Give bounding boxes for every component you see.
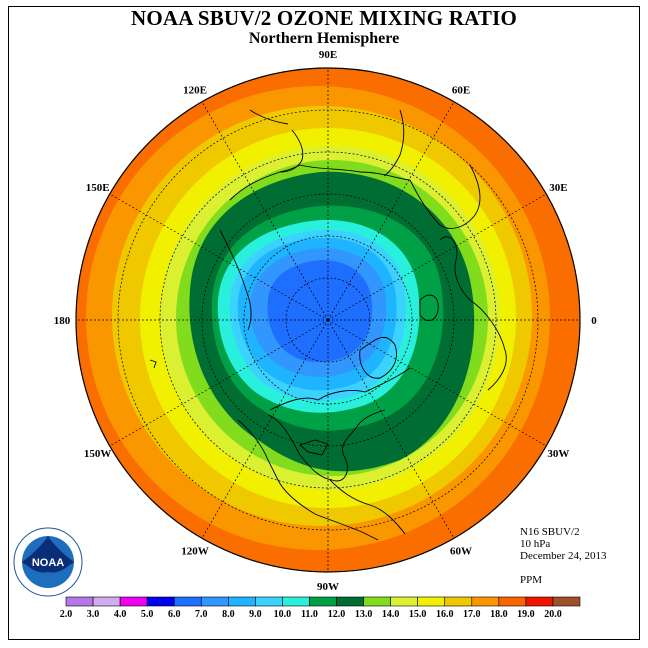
map-boundary	[75, 67, 581, 573]
longitude-label: 0	[591, 315, 597, 327]
coast-greenland	[359, 336, 397, 379]
longitude-label: 120W	[181, 545, 209, 557]
colorbar-swatch	[200, 596, 229, 607]
meridian-line	[201, 319, 329, 539]
colorbar-label: 3.0	[87, 609, 100, 620]
coast-siberia-west	[409, 164, 481, 229]
longitude-label: 180	[54, 315, 71, 327]
colorbar: 2.0 3.0 4.0 5.0 6.0 7.0 8.0 9.0 10.0 11.0 12.0 13.0…	[60, 596, 581, 620]
colorbar-swatch	[390, 596, 418, 607]
longitude-label: 60E	[452, 85, 470, 97]
colorbar-swatch	[471, 596, 500, 607]
colorbar-label: 7.0	[195, 609, 208, 620]
colorbar-label: 2.0	[60, 609, 73, 620]
colorbar-label: 17.0	[463, 609, 481, 620]
colorbar-swatch	[228, 596, 256, 607]
longitude-label: 150E	[86, 182, 110, 194]
coast-scandinavia	[439, 236, 471, 301]
colorbar-label: 4.0	[114, 609, 127, 620]
info-date: December 24, 2013	[520, 550, 607, 562]
info-units: PPM	[520, 574, 543, 586]
longitude-label: 120E	[183, 85, 207, 97]
coast-hawaii	[149, 359, 157, 369]
colorbar-swatch	[146, 596, 175, 607]
latitude-circle	[201, 193, 455, 447]
colorbar-swatch	[498, 596, 527, 607]
colorbar-swatch	[363, 596, 391, 607]
page-title: NOAA SBUV/2 OZONE MIXING RATIO	[131, 6, 517, 30]
noaa-logo: NOAA	[13, 527, 83, 597]
coast-arctic-canada	[269, 367, 411, 411]
colorbar-swatch	[417, 596, 446, 607]
latitude-circle	[243, 235, 413, 405]
colorbar-swatch	[65, 596, 94, 607]
colorbar-label: 9.0	[249, 609, 262, 620]
meridian-line	[327, 319, 455, 539]
colorbar-label: 15.0	[409, 609, 427, 620]
colorbar-swatch	[119, 596, 148, 607]
colorbar-label: 6.0	[168, 609, 181, 620]
coast-china	[383, 109, 405, 177]
coast-north-america-west	[237, 419, 379, 541]
colorbar-label: 19.0	[517, 609, 535, 620]
colorbar-swatch	[552, 596, 581, 607]
coast-iceland	[419, 294, 439, 321]
colorbar-label: 5.0	[141, 609, 154, 620]
longitude-label: 30W	[547, 448, 569, 460]
colorbar-swatch	[173, 596, 202, 607]
page-subtitle: Northern Hemisphere	[248, 30, 400, 47]
colorbar-label: 14.0	[382, 609, 400, 620]
coastlines	[149, 109, 507, 541]
figure-frame	[8, 6, 640, 640]
longitude-label: 90W	[317, 581, 339, 593]
colorbar-label: 8.0	[222, 609, 235, 620]
colorbar-swatch	[309, 596, 337, 607]
coast-alaska	[219, 229, 252, 331]
info-instrument: N16 SBUV/2	[520, 526, 580, 538]
coast-siberia-north	[299, 164, 411, 181]
colorbar-label: 13.0	[355, 609, 373, 620]
coast-north-america-east	[267, 409, 386, 482]
latitude-circle	[285, 277, 371, 363]
logo-bird	[22, 536, 74, 573]
colorbar-label: 11.0	[301, 609, 318, 620]
meridian-line	[201, 101, 329, 321]
coast-europe	[469, 299, 507, 391]
logo-text: NOAA	[32, 557, 64, 569]
meridian-line	[327, 101, 455, 321]
colorbar-swatch	[92, 596, 121, 607]
band-core-blue	[267, 260, 373, 363]
colorbar-swatch	[255, 596, 283, 607]
longitude-label: 30E	[549, 182, 567, 194]
latitude-circle	[159, 151, 497, 489]
colorbar-swatch	[525, 596, 554, 607]
colorbar-label: 20.0	[544, 609, 562, 620]
coast-great-lakes	[299, 439, 329, 456]
coast-japan	[249, 109, 289, 125]
longitude-labels: 90E 60E 30E 0 30W 60W 90W 120W 150W 180 150E 120E	[54, 49, 598, 593]
coast-kamchatka	[279, 129, 304, 173]
colorbar-label: 12.0	[328, 609, 346, 620]
longitude-label: 90E	[319, 49, 337, 61]
longitude-label: 60W	[450, 545, 472, 557]
graticule	[76, 68, 580, 572]
latitude-circle	[117, 109, 539, 531]
colorbar-swatch	[336, 596, 364, 607]
colorbar-label: 16.0	[436, 609, 454, 620]
colorbar-swatch	[444, 596, 473, 607]
colorbar-label: 10.0	[274, 609, 292, 620]
coast-caribbean	[329, 479, 406, 535]
info-level: 10 hPa	[520, 538, 551, 550]
longitude-label: 150W	[84, 448, 112, 460]
colorbar-label: 18.0	[490, 609, 508, 620]
colorbar-swatch	[282, 596, 310, 607]
